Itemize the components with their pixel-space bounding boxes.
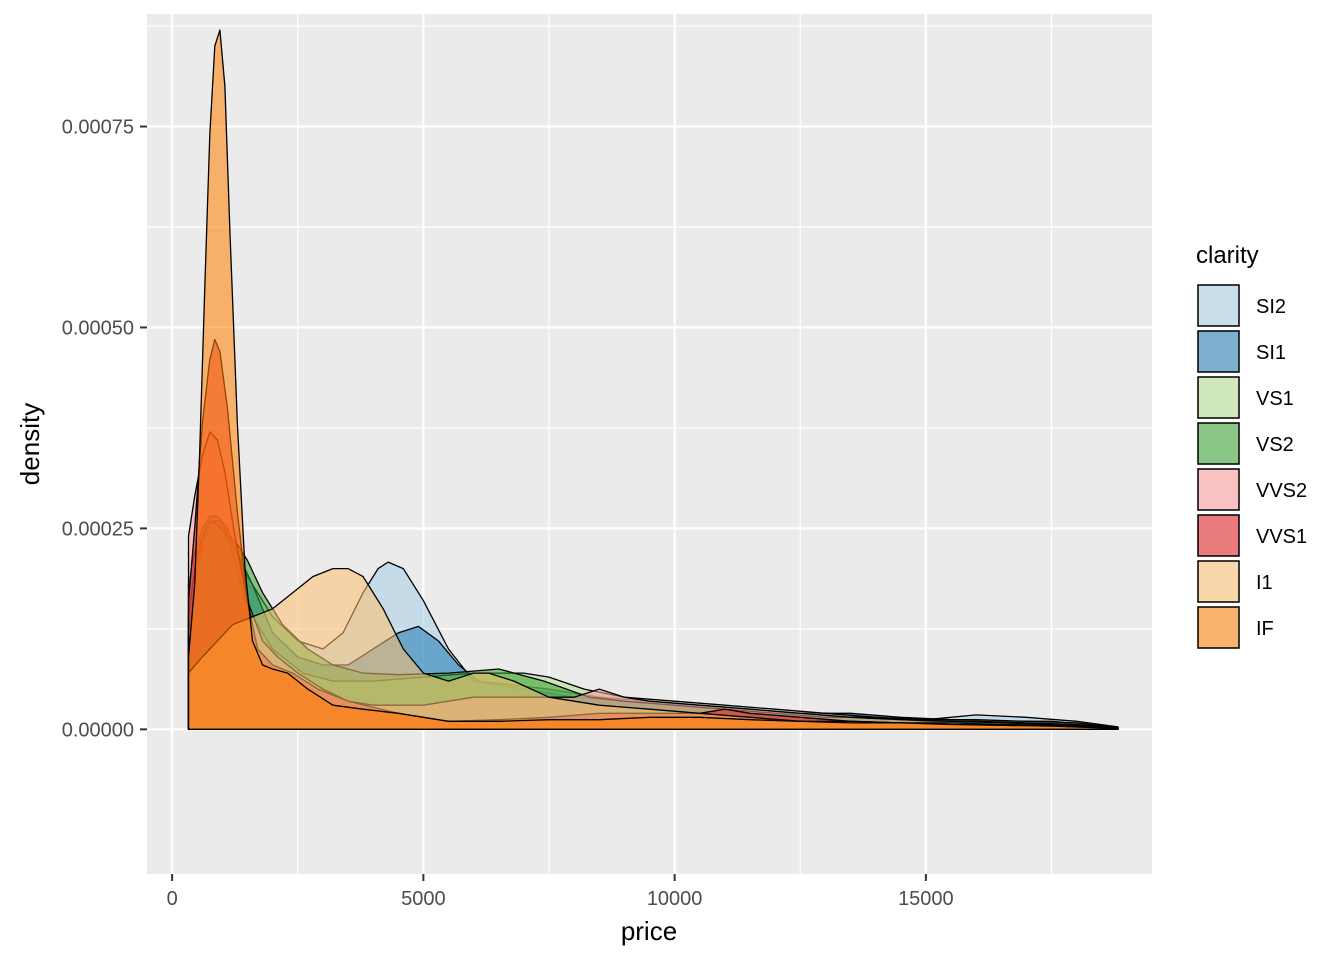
panel-background xyxy=(147,14,1152,874)
y-axis-title: density xyxy=(15,403,45,485)
legend-label-si1: SI1 xyxy=(1256,342,1286,364)
legend-swatch-vs1 xyxy=(1197,376,1240,419)
legend-title: clarity xyxy=(1196,242,1259,269)
legend-swatch-i1 xyxy=(1197,560,1240,603)
legend-items: SI2 SI1 VS1 VS2 VVS2 VVS1 I1 IF xyxy=(1197,284,1307,649)
legend-label-i1: I1 xyxy=(1256,572,1273,594)
legend-swatch-si1 xyxy=(1197,330,1240,373)
minor-gridlines xyxy=(147,14,1152,874)
legend: clarity SI2 SI1 VS1 VS2 VVS2 VVS1 I1 IF xyxy=(1196,242,1307,649)
legend-label-vvs2: VVS2 xyxy=(1256,480,1307,502)
legend-swatch-si2 xyxy=(1197,284,1240,327)
x-axis: 0 5000 10000 15000 xyxy=(167,874,954,910)
legend-label-vvs1: VVS1 xyxy=(1256,526,1307,548)
legend-swatch-vvs1 xyxy=(1197,514,1240,557)
y-axis: 0.00000 0.00025 0.00050 0.00075 xyxy=(62,117,147,741)
y-tick-label: 0.00025 xyxy=(62,518,134,540)
legend-swatch-vvs2 xyxy=(1197,468,1240,511)
y-tick-label: 0.00050 xyxy=(62,317,134,339)
x-axis-title: price xyxy=(621,916,677,946)
density-area-i1 xyxy=(187,567,1119,730)
legend-swatch-vs2 xyxy=(1197,422,1240,465)
legend-label-vs2: VS2 xyxy=(1256,434,1294,456)
x-tick-label: 0 xyxy=(167,888,178,910)
density-area-if xyxy=(187,29,1119,730)
legend-label-vs1: VS1 xyxy=(1256,388,1294,410)
x-tick-label: 10000 xyxy=(647,888,703,910)
x-tick-label: 15000 xyxy=(898,888,954,910)
density-areas xyxy=(187,29,1119,730)
y-tick-label: 0.00000 xyxy=(62,719,134,741)
major-gridlines xyxy=(147,14,1152,874)
legend-label-if: IF xyxy=(1256,618,1274,640)
legend-label-si2: SI2 xyxy=(1256,296,1286,318)
legend-swatch-if xyxy=(1197,606,1240,649)
x-tick-label: 5000 xyxy=(401,888,446,910)
y-tick-label: 0.00075 xyxy=(62,117,134,139)
